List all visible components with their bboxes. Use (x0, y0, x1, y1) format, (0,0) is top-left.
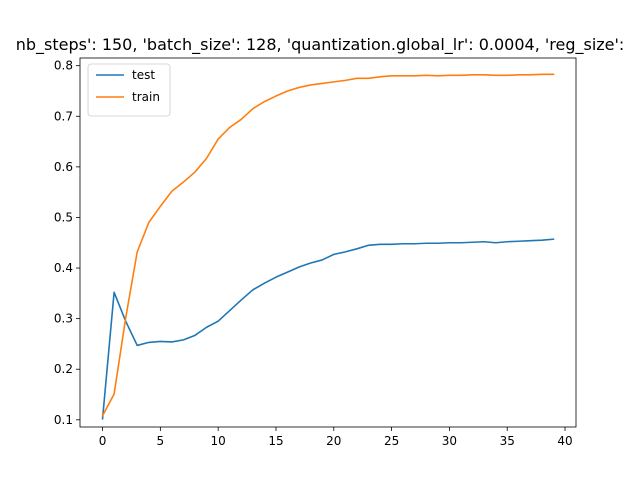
x-tick-label: 10 (211, 434, 226, 448)
x-tick-label: 20 (326, 434, 341, 448)
plot-frame (79, 57, 577, 428)
x-tick-label: 40 (557, 434, 572, 448)
y-tick-label: 0.5 (54, 210, 73, 224)
x-tick-label: 5 (157, 434, 165, 448)
x-tick-label: 30 (442, 434, 457, 448)
x-tick-label: 25 (384, 434, 399, 448)
x-tick-label: 35 (500, 434, 515, 448)
legend: test train (87, 63, 171, 117)
legend-label-train: train (132, 90, 160, 104)
y-tick-label: 0.8 (54, 59, 73, 73)
x-axis: 0 5 10 15 20 25 30 35 40 (99, 427, 573, 448)
series-line-train (101, 73, 555, 417)
x-tick-label: 15 (268, 434, 283, 448)
y-tick-label: 0.3 (54, 312, 73, 326)
y-tick-label: 0.1 (54, 413, 73, 427)
legend-box (87, 63, 171, 117)
x-tick-label: 0 (99, 434, 107, 448)
series-layer (101, 73, 555, 420)
y-axis: 0.1 0.2 0.3 0.4 0.5 0.6 0.7 0.8 (54, 59, 80, 427)
y-tick-label: 0.7 (54, 109, 73, 123)
legend-label-test: test (132, 68, 155, 82)
y-tick-label: 0.2 (54, 362, 73, 376)
y-tick-label: 0.6 (54, 160, 73, 174)
y-tick-label: 0.4 (54, 261, 73, 275)
chart-title: nb_steps': 150, 'batch_size': 128, 'quan… (16, 35, 625, 55)
series-line-test (101, 238, 555, 420)
